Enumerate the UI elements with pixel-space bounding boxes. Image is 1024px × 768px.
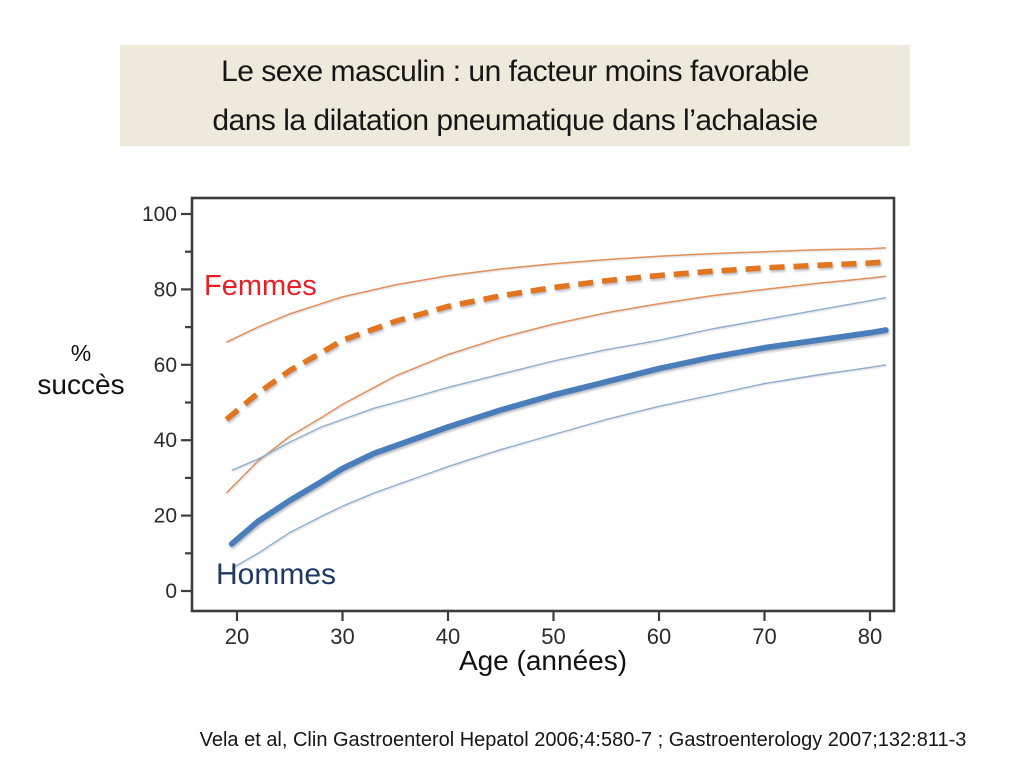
slide-title-line2: dans la dilatation pneumatique dans l’ac…: [212, 103, 818, 137]
series-label-femmes: Femmes: [204, 270, 317, 302]
x-tick-label: 70: [752, 624, 776, 649]
series-femmes-upper-ci: [226, 247, 886, 343]
citation-text: Vela et al, Clin Gastroenterol Hepatol 2…: [199, 729, 967, 751]
x-tick-label: 50: [541, 624, 565, 649]
series-femmes-moyenne-: [224, 259, 886, 422]
slide-title: Le sexe masculin : un facteur moins favo…: [120, 45, 910, 146]
y-tick-label: 0: [165, 580, 177, 603]
y-axis-label-succes: succès: [37, 369, 125, 400]
x-tick-label: 20: [225, 624, 249, 649]
y-tick-label: 60: [154, 354, 177, 377]
x-tick-label: 40: [436, 624, 460, 649]
y-axis-label-percent: %: [70, 340, 92, 366]
series-hommes-upper-ci: [231, 297, 886, 472]
series-label-hommes: Hommes: [216, 558, 337, 591]
x-tick-label: 80: [858, 624, 882, 649]
plot-frame: [190, 196, 896, 613]
y-axis-label: % succès: [30, 338, 132, 402]
series-hommes-lower-ci: [231, 364, 886, 570]
slide-title-line1: Le sexe masculin : un facteur moins favo…: [221, 54, 809, 88]
x-tick-label: 60: [647, 624, 671, 649]
y-tick-label: 40: [154, 429, 177, 452]
y-tick-label: 80: [154, 278, 177, 301]
y-tick-label: 100: [142, 203, 177, 226]
series-femmes-lower-ci: [225, 275, 886, 494]
x-tick-label: 30: [330, 624, 354, 649]
y-tick-label: 20: [154, 505, 177, 528]
series-hommes-moyenne-: [228, 327, 889, 547]
x-axis-label: Age (années): [458, 645, 628, 676]
